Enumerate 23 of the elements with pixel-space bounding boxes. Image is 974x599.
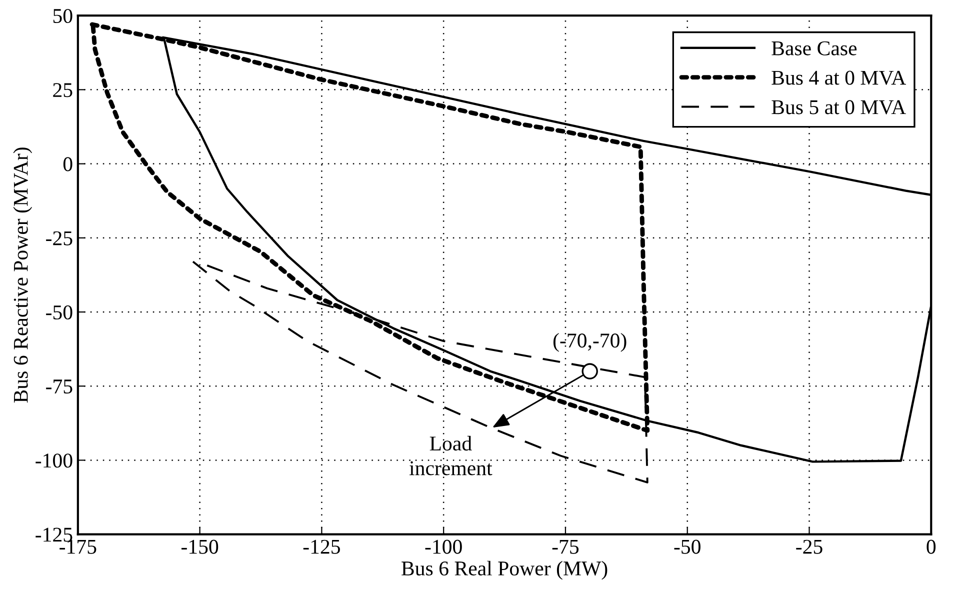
legend-label: Bus 5 at 0 MVA: [772, 100, 906, 114]
x-tick-label: -100: [425, 540, 462, 554]
y-tick-label: 0: [63, 157, 72, 172]
x-tick-label: -75: [552, 540, 579, 554]
x-tick-label: -50: [674, 540, 700, 554]
y-tick-label: -50: [46, 305, 72, 320]
y-tick-label: 25: [53, 83, 72, 98]
x-tick-label: -125: [303, 540, 340, 554]
x-axis-title: Bus 6 Real Power (MW): [402, 560, 608, 580]
annotation: (-70,-70): [553, 332, 626, 352]
x-tick-label: -175: [60, 540, 96, 554]
annotation: Load increment: [409, 436, 492, 476]
x-tick-label: -150: [181, 540, 218, 554]
y-tick-label: -25: [46, 231, 72, 246]
x-tick-label: -25: [796, 540, 822, 554]
x-tick-label: 0: [926, 540, 936, 554]
y-axis-title: Bus 6 Reactive Power (MVAr): [13, 148, 32, 403]
y-tick-label: -125: [36, 528, 72, 542]
legend-label: Base Case: [772, 41, 857, 56]
legend-label: Bus 4 at 0 MVA: [772, 70, 906, 85]
y-tick-label: -75: [46, 380, 72, 394]
y-tick-label: -100: [36, 454, 72, 468]
y-tick-label: 50: [53, 8, 72, 24]
